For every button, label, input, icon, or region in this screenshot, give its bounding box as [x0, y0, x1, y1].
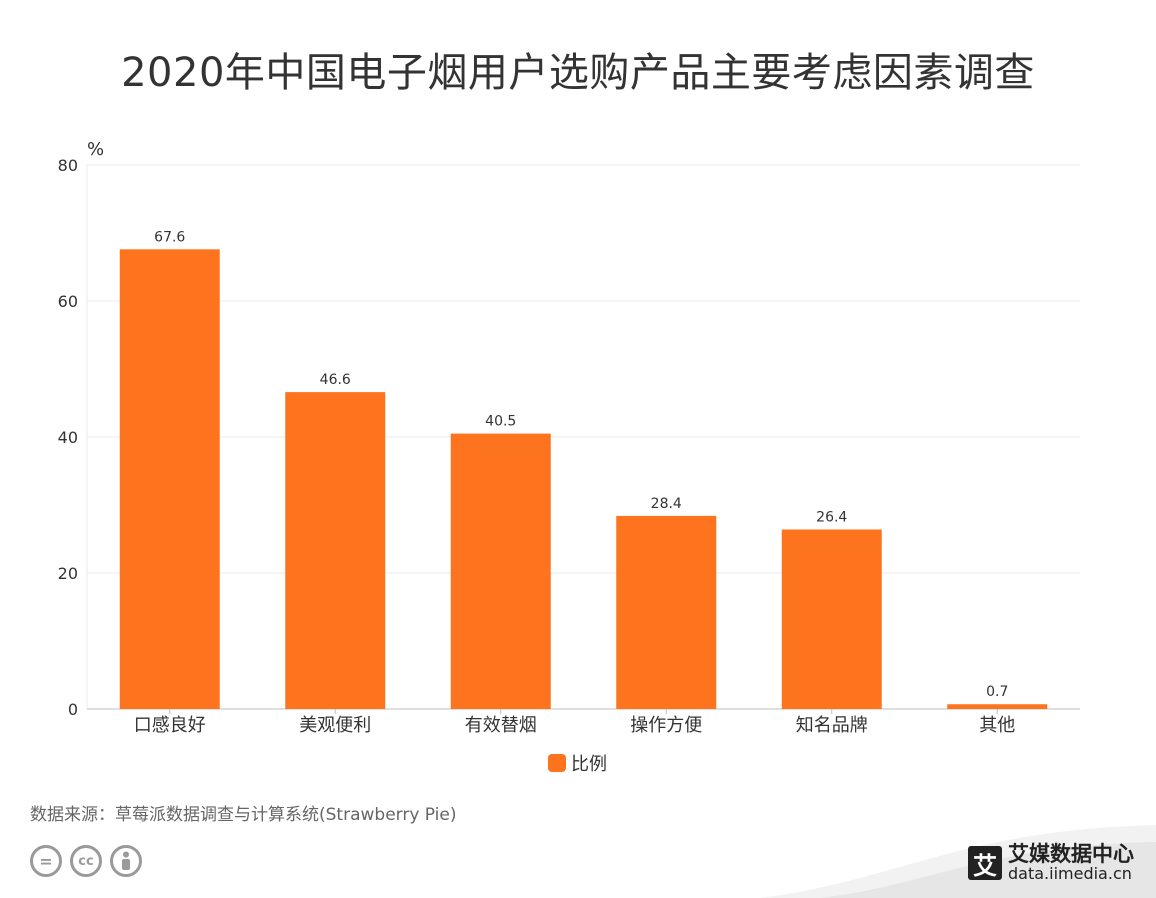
data-label: 26.4: [816, 509, 847, 525]
legend: 比例: [548, 750, 607, 776]
bar: [450, 433, 551, 709]
y-tick-label: 0: [68, 700, 78, 719]
data-label: 0.7: [986, 684, 1008, 700]
data-label: 28.4: [651, 496, 682, 512]
x-tick-label: 操作方便: [630, 715, 702, 736]
bar-chart: 0 20 40 60 80% 67.6 口感良好 46.6 美观便利 40.5 有效替烟 28.4 操作…: [58, 139, 1080, 736]
legend-swatch: [548, 754, 566, 772]
data-label: 40.5: [485, 414, 516, 430]
bar: [119, 249, 220, 709]
bar: [947, 704, 1048, 709]
equals-icon: =: [30, 845, 62, 877]
data-label: 46.6: [320, 372, 351, 388]
x-tick-label: 美观便利: [299, 715, 371, 736]
y-axis-unit: %: [87, 139, 104, 160]
y-tick-label: 40: [58, 428, 78, 447]
brand-logo-icon: 艾: [968, 846, 1002, 880]
brand-url: data.iimedia.cn: [1008, 864, 1132, 883]
brand: 艾 艾媒数据中心 data.iimedia.cn: [968, 843, 1134, 883]
license-icons: = cc: [30, 845, 142, 877]
legend-label: 比例: [571, 754, 607, 775]
data-source: 数据来源：草莓派数据调查与计算系统(Strawberry Pie): [30, 805, 457, 825]
x-tick-label: 知名品牌: [796, 715, 868, 736]
y-tick-label: 80: [58, 156, 78, 175]
brand-name: 艾媒数据中心: [1008, 842, 1134, 866]
bar: [285, 392, 386, 709]
cc-icon: cc: [70, 845, 102, 877]
bar: [616, 515, 717, 709]
data-label: 67.6: [154, 229, 185, 245]
person-icon: [110, 845, 142, 877]
x-tick-label: 口感良好: [134, 715, 206, 736]
y-tick-label: 20: [58, 564, 78, 583]
x-tick-label: 其他: [979, 715, 1015, 736]
x-tick-label: 有效替烟: [465, 715, 537, 736]
chart-title: 2020年中国电子烟用户选购产品主要考虑因素调查: [121, 50, 1035, 96]
y-tick-label: 60: [58, 292, 78, 311]
bar: [781, 529, 882, 709]
